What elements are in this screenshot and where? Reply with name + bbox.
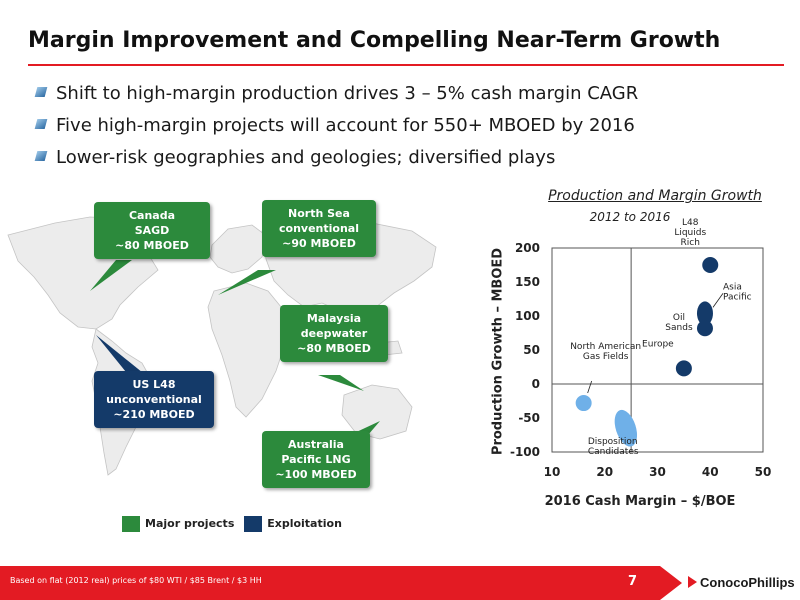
chart-y-axis-label: Production Growth – MBOED [490,247,506,456]
logo-mark-icon [688,576,697,588]
data-point-north-american-gas-fields [575,395,592,412]
malaysia-callout: Malaysia deepwater ~80 MBOED [280,305,388,362]
data-point-label: Oil Sands [665,313,693,333]
bullet-item: Five high-margin projects will account f… [34,110,756,142]
x-tick-label: 30 [649,465,666,479]
world-map: Canada SAGD ~80 MBOED North Sea conventi… [0,195,480,525]
y-tick-label: 100 [515,309,540,323]
x-tick-label: 50 [755,465,772,479]
canada-callout-pointer [90,260,132,291]
bullet-item: Shift to high-margin production drives 3… [34,78,756,110]
australia-callout: Australia Pacific LNG ~100 MBOED [262,431,370,488]
y-tick-label: -50 [518,411,540,425]
major-projects-swatch [122,516,140,532]
x-tick-label: 10 [544,465,561,479]
page-number: 7 [628,574,638,589]
x-tick-label: 40 [702,465,719,479]
bullet-list: Shift to high-margin production drives 3… [34,78,756,174]
data-point-label: North American Gas Fields [570,342,641,362]
north-sea-callout-pointer [218,270,276,295]
data-point-l48-liquids-rich [702,257,719,273]
major-projects-label: Major projects [145,517,235,530]
asia-pacific-leader-line [712,293,724,308]
y-tick-label: 0 [532,377,540,391]
canada-callout: Canada SAGD ~80 MBOED [94,202,210,259]
company-logo: ConocoPhillips [688,575,795,590]
bullet-icon [34,151,48,161]
data-point-asia-pacific [696,301,713,326]
chart-x-axis-label: 2016 Cash Margin – $/BOE [544,494,736,509]
y-tick-label: 200 [515,241,540,255]
exploitation-label: Exploitation [267,517,342,530]
y-tick-label: 150 [515,275,540,289]
data-point-label: Asia Pacific [723,282,752,302]
us-l48-callout-pointer [96,335,148,377]
data-point-label: Europe [642,339,674,349]
y-tick-label: -100 [510,445,540,459]
data-point-europe [675,360,692,377]
north-sea-callout: North Sea conventional ~90 MBOED [262,200,376,257]
footer-bar [0,566,800,600]
chart-subtitle: 2012 to 2016 [589,210,671,224]
data-point-oil-sands [696,320,713,337]
us-l48-callout: US L48 unconventional ~210 MBOED [94,371,214,428]
bullet-item: Lower-risk geographies and geologies; di… [34,142,756,174]
exploitation-swatch [244,516,263,532]
callout-pointers [90,260,380,435]
footnote: Based on flat (2012 real) prices of $80 … [10,576,262,585]
title-rule [28,64,784,66]
data-point-disposition-candidates [614,409,638,447]
map-legend: Major projects Exploitation [122,516,342,532]
chart-title: Production and Margin Growth [548,188,762,204]
north-american-gas-leader-line [587,380,593,394]
data-point-label: Disposition Candidates [588,437,639,457]
malaysia-callout-pointer [318,375,364,391]
y-tick-label: 50 [523,343,540,357]
bullet-icon [34,119,48,129]
x-tick-label: 20 [596,465,613,479]
plot-frame [551,247,764,453]
page-title: Margin Improvement and Compelling Near-T… [28,28,721,53]
bullet-icon [34,87,48,97]
footer-logo-panel [660,566,800,600]
